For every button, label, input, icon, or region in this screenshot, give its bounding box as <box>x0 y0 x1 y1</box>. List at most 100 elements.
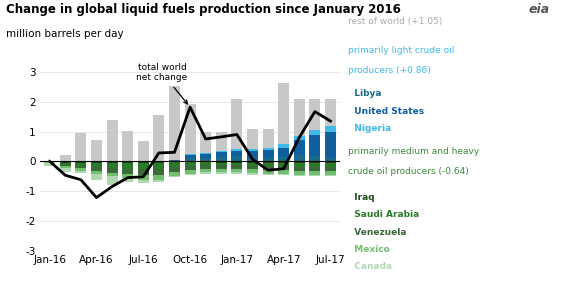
Bar <box>325 161 336 163</box>
Bar <box>278 144 289 148</box>
Bar <box>153 175 164 180</box>
Bar <box>200 161 211 162</box>
Bar <box>247 161 258 163</box>
Text: Canada: Canada <box>348 262 393 271</box>
Text: Mexico: Mexico <box>348 245 390 254</box>
Bar <box>153 115 164 161</box>
Bar <box>44 163 55 166</box>
Bar <box>216 165 227 169</box>
Bar <box>216 151 227 152</box>
Bar <box>247 173 258 175</box>
Bar <box>60 155 71 161</box>
Bar <box>138 141 149 161</box>
Bar <box>169 86 180 161</box>
Bar <box>263 170 274 174</box>
Text: rest of world (+1.05): rest of world (+1.05) <box>348 17 443 26</box>
Bar <box>309 156 320 161</box>
Bar <box>309 175 320 176</box>
Bar <box>185 162 195 166</box>
Bar <box>216 152 227 157</box>
Bar <box>263 158 274 161</box>
Bar <box>44 161 55 162</box>
Bar <box>138 161 149 169</box>
Bar <box>232 172 242 174</box>
Bar <box>44 163 55 164</box>
Bar <box>232 161 242 163</box>
Bar <box>200 162 211 165</box>
Bar <box>122 163 133 169</box>
Bar <box>185 154 195 155</box>
Text: Change in global liquid fuels production since January 2016: Change in global liquid fuels production… <box>6 3 401 16</box>
Bar <box>138 163 149 169</box>
Bar <box>91 140 102 161</box>
Bar <box>309 161 320 163</box>
Bar <box>122 178 133 182</box>
Bar <box>232 161 242 163</box>
Bar <box>185 170 195 174</box>
Bar <box>200 172 211 174</box>
Bar <box>75 161 86 164</box>
Bar <box>247 151 258 158</box>
Bar <box>309 167 320 171</box>
Bar <box>107 161 118 162</box>
Bar <box>325 175 336 176</box>
Bar <box>122 162 133 171</box>
Bar <box>278 163 289 166</box>
Bar <box>153 161 164 163</box>
Bar <box>122 161 133 163</box>
Bar <box>60 163 71 164</box>
Bar <box>247 149 258 151</box>
Text: million barrels per day: million barrels per day <box>6 29 123 39</box>
Bar <box>60 161 71 163</box>
Text: United States: United States <box>348 107 425 115</box>
Bar <box>60 164 71 166</box>
Bar <box>138 180 149 183</box>
Bar <box>278 161 289 163</box>
Bar <box>263 163 274 166</box>
Bar <box>263 148 274 150</box>
Bar <box>278 148 289 157</box>
Bar <box>185 165 195 166</box>
Bar <box>325 171 336 175</box>
Bar <box>91 163 102 171</box>
Bar <box>278 83 289 161</box>
Bar <box>216 169 227 172</box>
Bar <box>263 174 274 175</box>
Bar <box>200 165 211 169</box>
Bar <box>60 168 71 172</box>
Bar <box>185 174 195 175</box>
Bar <box>294 171 305 175</box>
Bar <box>216 157 227 161</box>
Bar <box>122 161 133 162</box>
Bar <box>294 155 305 161</box>
Bar <box>107 161 118 163</box>
Text: Libya: Libya <box>348 89 382 98</box>
Bar <box>294 136 305 141</box>
Bar <box>75 171 86 173</box>
Bar <box>216 161 227 164</box>
Bar <box>153 169 164 175</box>
Bar <box>169 167 180 172</box>
Bar <box>278 157 289 161</box>
Bar <box>263 166 274 170</box>
Bar <box>138 161 149 163</box>
Bar <box>325 158 336 161</box>
Text: producers (+0.86): producers (+0.86) <box>348 66 431 75</box>
Bar <box>60 164 71 169</box>
Bar <box>263 150 274 158</box>
Bar <box>200 158 211 161</box>
Bar <box>91 161 102 163</box>
Bar <box>60 166 71 168</box>
Bar <box>91 163 102 167</box>
Bar <box>107 163 118 168</box>
Bar <box>169 161 180 162</box>
Text: Nigeria: Nigeria <box>348 124 392 133</box>
Bar <box>185 155 195 158</box>
Bar <box>153 167 164 173</box>
Bar <box>216 164 227 165</box>
Bar <box>138 169 149 176</box>
Bar <box>325 126 336 132</box>
Bar <box>263 129 274 161</box>
Bar <box>278 174 289 175</box>
Bar <box>107 172 118 178</box>
